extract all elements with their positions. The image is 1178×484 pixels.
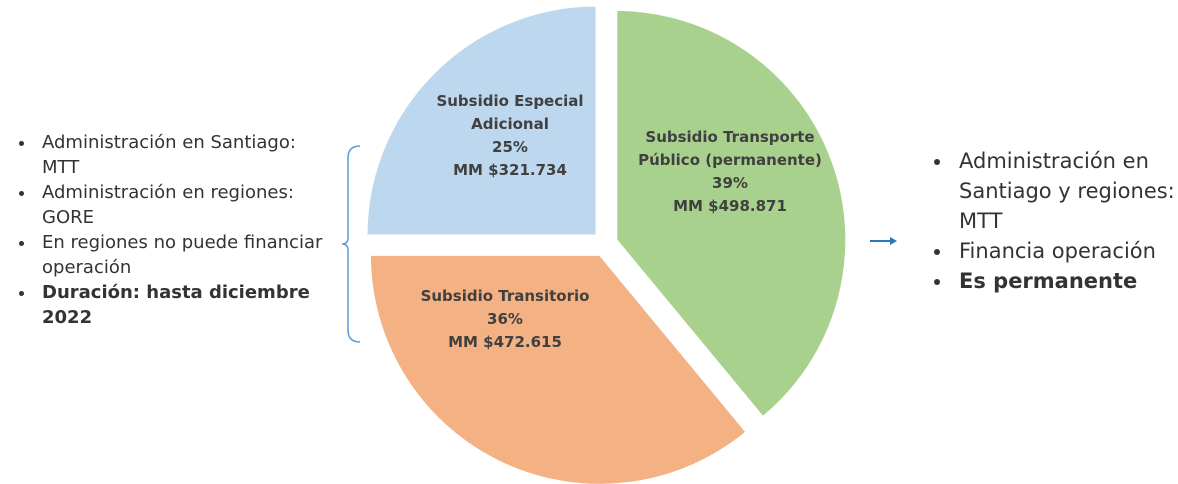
slice-label: Subsidio Transitorio 36% MM $472.615 — [420, 285, 590, 354]
right-note: Financia operación — [953, 236, 1178, 266]
left-note: Administración en Santiago: MTT — [36, 130, 336, 180]
bracket — [341, 145, 361, 343]
right-note: Administración en Santiago y regiones: M… — [953, 146, 1178, 236]
right-notes: Administración en Santiago y regiones: M… — [935, 146, 1178, 296]
pie-slice — [365, 4, 598, 237]
slice-name: Subsidio Transitorio — [420, 287, 590, 305]
slice-amount: MM $498.871 — [673, 197, 787, 215]
slice-percent: 36% — [487, 310, 523, 328]
left-note: Administración en regiones: GORE — [36, 180, 336, 230]
slice-percent: 25% — [492, 138, 528, 156]
pie-slice — [368, 253, 748, 484]
slice-percent: 39% — [712, 174, 748, 192]
slice-name: Subsidio Transporte Público (permanente) — [638, 128, 822, 169]
right-note: Es permanente — [953, 266, 1178, 296]
slice-name: Subsidio Especial Adicional — [436, 92, 584, 133]
slice-label: Subsidio Transporte Público (permanente)… — [625, 126, 835, 218]
pie-slice — [615, 8, 848, 419]
left-note: En regiones no puede financiar operación — [36, 230, 336, 280]
left-notes: Administración en Santiago: MTTAdministr… — [18, 130, 336, 330]
slice-label: Subsidio Especial Adicional 25% MM $321.73… — [420, 90, 600, 182]
arrow-head — [890, 237, 897, 245]
slice-amount: MM $472.615 — [448, 333, 562, 351]
left-note: Duración: hasta diciembre 2022 — [36, 280, 336, 330]
slice-amount: MM $321.734 — [453, 161, 567, 179]
